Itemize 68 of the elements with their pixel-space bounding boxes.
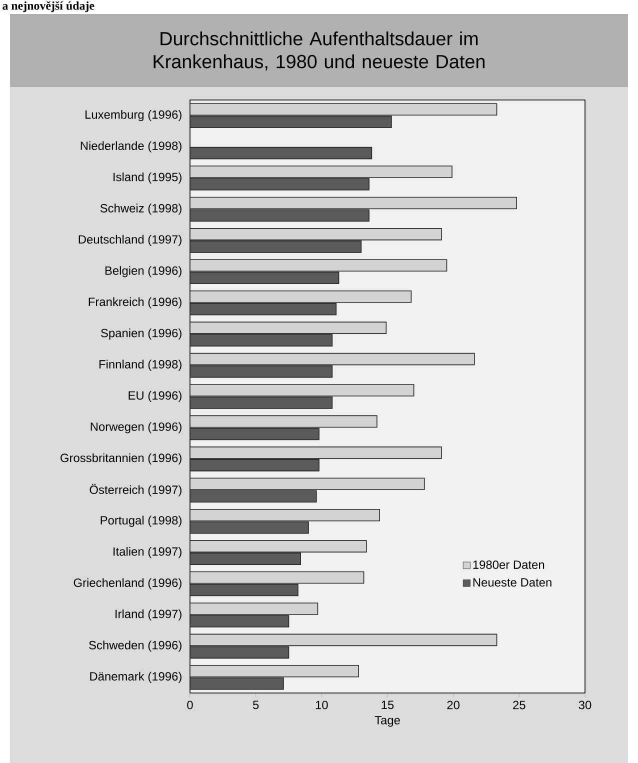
chart-title: Durchschnittliche Aufenthaltsdauer im Krankenhaus, 1980 und neueste Daten <box>154 31 485 71</box>
x-tick-label: 0 <box>187 700 193 710</box>
y-tick-label: Portugal (1998) <box>100 516 182 527</box>
bar <box>190 540 367 552</box>
y-tick-label: Frankreich (1996) <box>88 297 182 308</box>
bar <box>190 677 284 690</box>
x-tick-label: 25 <box>513 700 526 710</box>
y-tick-label: Schweden (1996) <box>89 640 182 652</box>
y-tick-label: Deutschland (1997) <box>78 234 182 246</box>
y-tick-label: Island (1995) <box>114 172 182 184</box>
y-tick-label: Griechenland (1996) <box>74 578 182 590</box>
x-tick-label: 10 <box>316 700 328 710</box>
bar <box>190 634 498 646</box>
bar <box>190 396 333 409</box>
x-tick-label: 15 <box>382 700 394 710</box>
bar <box>190 552 301 565</box>
bar <box>190 490 317 503</box>
bar <box>190 259 448 272</box>
legend-label: Neueste Daten <box>473 578 552 587</box>
bar <box>190 116 392 128</box>
bar <box>190 334 333 346</box>
bar <box>190 508 380 522</box>
y-tick-label: Dänemark (1996) <box>90 672 182 683</box>
y-tick-label: Belgien (1996) <box>105 266 182 278</box>
bar <box>190 602 318 615</box>
y-tick-label: Finnland (1998) <box>99 360 182 371</box>
bar <box>190 521 309 534</box>
x-tick-label: 20 <box>447 700 460 710</box>
y-tick-label: EU (1996) <box>128 390 182 402</box>
x-tick-label: 5 <box>252 700 259 710</box>
y-tick-label: Niederlande (1998) <box>80 141 182 152</box>
y-tick-label: Schweiz (1998) <box>100 204 182 215</box>
bar <box>190 240 362 253</box>
bar <box>190 428 320 440</box>
bar <box>190 322 387 334</box>
bar <box>190 178 370 190</box>
bar <box>190 166 452 178</box>
x-tick-label: 30 <box>578 700 592 710</box>
y-tick-label: Norwegen (1996) <box>90 422 182 434</box>
x-axis-title: Tage <box>374 716 400 727</box>
bar <box>190 384 414 396</box>
bar <box>190 415 378 428</box>
y-tick-label: Italien (1997) <box>114 546 182 558</box>
bar <box>190 584 298 596</box>
y-tick-label: Spanien (1996) <box>101 328 182 340</box>
y-tick-label: Grossbritannien (1996) <box>60 453 182 464</box>
bar <box>190 446 442 459</box>
bar <box>190 646 290 659</box>
bar <box>190 196 517 210</box>
bar <box>190 615 290 628</box>
bar <box>190 272 340 284</box>
bar <box>190 365 333 378</box>
text: a nejnovější údaje <box>2 1 94 12</box>
y-tick-label: Irland (1997) <box>116 609 182 621</box>
bar <box>190 459 320 472</box>
bar <box>190 571 364 584</box>
y-tick-label: Österreich (1997) <box>90 484 182 496</box>
bar <box>190 228 442 240</box>
bar <box>190 209 370 222</box>
legend-label: 1980er Daten <box>473 560 544 569</box>
bar <box>190 352 475 366</box>
bar <box>190 302 337 316</box>
bar <box>190 146 372 160</box>
y-tick-label: Luxemburg (1996) <box>86 110 182 122</box>
bar <box>190 290 412 303</box>
bar <box>190 478 425 490</box>
bar <box>190 664 359 678</box>
bar <box>190 103 498 116</box>
